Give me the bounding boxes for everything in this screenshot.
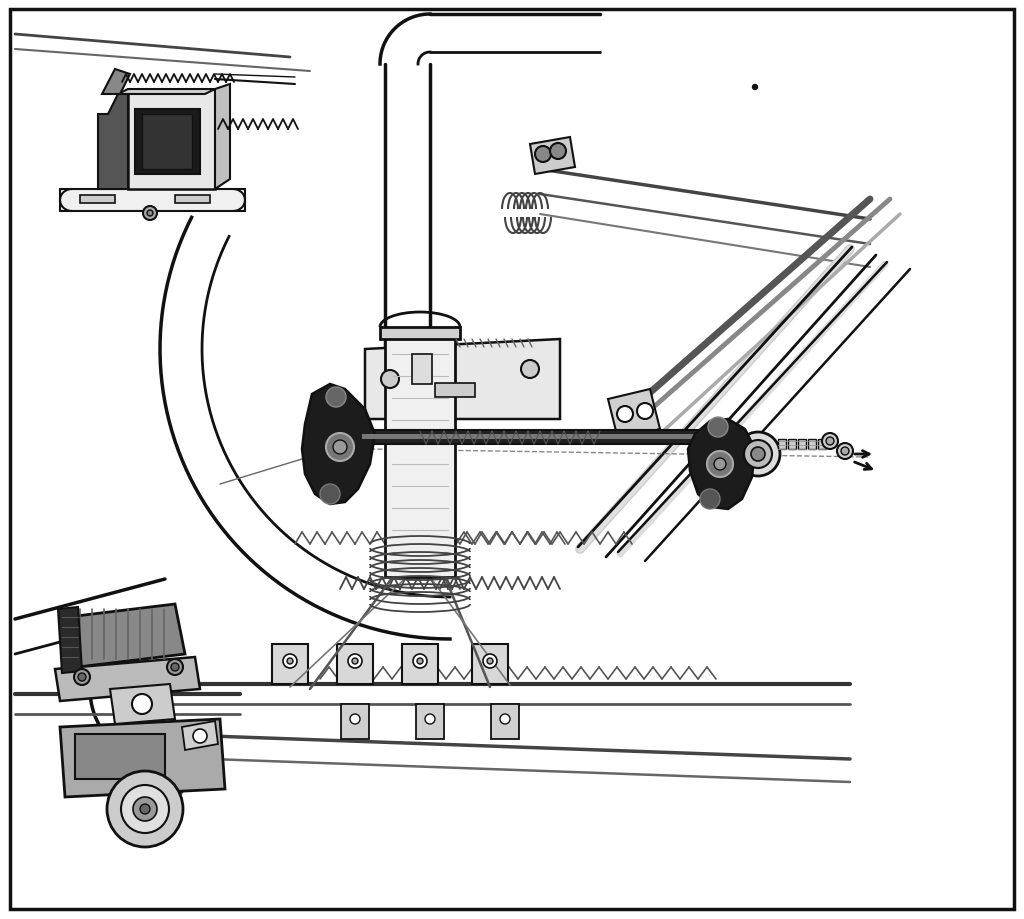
Circle shape xyxy=(348,654,362,668)
Bar xyxy=(362,435,733,439)
Polygon shape xyxy=(490,704,519,739)
Circle shape xyxy=(121,785,169,834)
Polygon shape xyxy=(272,644,308,685)
Circle shape xyxy=(381,370,399,389)
Bar xyxy=(142,115,193,170)
Circle shape xyxy=(822,434,838,449)
Circle shape xyxy=(140,804,150,814)
Polygon shape xyxy=(380,328,460,340)
Polygon shape xyxy=(341,704,369,739)
Circle shape xyxy=(736,433,780,476)
Circle shape xyxy=(321,484,340,505)
Bar xyxy=(788,439,796,449)
Circle shape xyxy=(617,406,633,423)
Circle shape xyxy=(417,658,423,664)
Circle shape xyxy=(826,437,834,446)
Polygon shape xyxy=(58,607,82,674)
Polygon shape xyxy=(365,340,560,420)
Polygon shape xyxy=(182,721,218,750)
Circle shape xyxy=(171,664,179,671)
Polygon shape xyxy=(302,384,375,505)
Polygon shape xyxy=(68,605,185,667)
Circle shape xyxy=(751,448,765,461)
Bar xyxy=(75,734,165,779)
Circle shape xyxy=(841,448,849,456)
Polygon shape xyxy=(102,70,130,95)
Bar xyxy=(135,110,200,175)
Polygon shape xyxy=(688,420,755,509)
Circle shape xyxy=(350,714,360,724)
Polygon shape xyxy=(416,704,444,739)
Circle shape xyxy=(714,459,726,471)
Circle shape xyxy=(143,207,157,221)
Polygon shape xyxy=(472,644,508,685)
Polygon shape xyxy=(60,720,225,797)
Circle shape xyxy=(413,654,427,668)
Bar xyxy=(435,383,475,398)
Circle shape xyxy=(753,85,758,90)
Circle shape xyxy=(132,694,152,714)
Bar xyxy=(175,196,210,204)
Polygon shape xyxy=(337,644,373,685)
Circle shape xyxy=(535,147,551,163)
Polygon shape xyxy=(608,390,660,439)
Polygon shape xyxy=(55,657,200,701)
Polygon shape xyxy=(60,190,245,211)
Bar xyxy=(808,439,816,449)
Polygon shape xyxy=(98,95,128,190)
Bar xyxy=(818,439,826,449)
Polygon shape xyxy=(110,685,175,724)
Circle shape xyxy=(133,797,157,821)
Circle shape xyxy=(147,210,153,217)
Polygon shape xyxy=(128,90,215,190)
Circle shape xyxy=(521,360,539,379)
Circle shape xyxy=(708,417,728,437)
Bar xyxy=(412,355,432,384)
Polygon shape xyxy=(402,644,438,685)
Circle shape xyxy=(707,451,733,478)
Circle shape xyxy=(744,440,772,469)
Circle shape xyxy=(74,669,90,686)
Polygon shape xyxy=(215,85,230,190)
Bar xyxy=(80,196,115,204)
Polygon shape xyxy=(118,90,215,95)
Circle shape xyxy=(287,658,293,664)
Circle shape xyxy=(483,654,497,668)
Bar xyxy=(778,439,786,449)
Polygon shape xyxy=(385,335,455,577)
Bar xyxy=(798,439,806,449)
Circle shape xyxy=(326,388,346,407)
Circle shape xyxy=(550,144,566,160)
Circle shape xyxy=(193,729,207,743)
Polygon shape xyxy=(530,138,575,175)
Circle shape xyxy=(837,444,853,460)
Circle shape xyxy=(106,771,183,847)
Circle shape xyxy=(425,714,435,724)
Circle shape xyxy=(283,654,297,668)
Circle shape xyxy=(700,490,720,509)
Circle shape xyxy=(487,658,493,664)
Circle shape xyxy=(333,440,347,455)
Bar xyxy=(360,430,735,445)
Circle shape xyxy=(500,714,510,724)
Circle shape xyxy=(326,434,354,461)
Circle shape xyxy=(352,658,358,664)
Circle shape xyxy=(637,403,653,420)
Circle shape xyxy=(167,659,183,675)
Circle shape xyxy=(78,674,86,681)
